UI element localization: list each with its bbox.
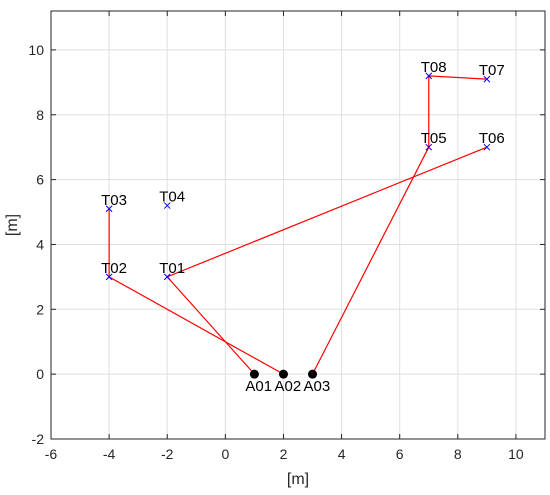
target-label: T08 (421, 59, 447, 76)
agent-marker (249, 369, 259, 379)
plot-frame (50, 10, 546, 440)
x-tick-label: 2 (280, 446, 288, 462)
y-tick-label: 0 (36, 366, 44, 382)
agent-marker (278, 369, 288, 379)
target-label: T05 (421, 130, 447, 147)
agent-markers (249, 369, 318, 379)
x-tick-label: 6 (396, 446, 404, 462)
x-tick-label: 0 (221, 446, 229, 462)
target-markers (105, 72, 491, 281)
x-tick-label: 10 (508, 446, 524, 462)
y-axis-label: [m] (4, 214, 21, 236)
y-tick-label: 10 (28, 42, 44, 58)
y-tick-label: 2 (36, 301, 44, 317)
agent-marker (308, 369, 318, 379)
target-marker (105, 273, 113, 281)
agent-label: A01 (245, 378, 272, 395)
target-label: T02 (101, 260, 127, 277)
target-marker (483, 75, 491, 83)
target-label: T04 (159, 189, 185, 206)
point-labels: T01 T02 T03 T04 T05 T06 T07 T08 A01 A02 A03 (101, 59, 505, 395)
grid-lines (50, 11, 545, 440)
tick-labels: -6 -4 -2 0 2 4 6 8 10 -2 0 2 4 6 8 10 (28, 11, 545, 462)
target-label: T01 (159, 260, 185, 277)
x-tick-label: -6 (45, 446, 58, 462)
y-tick-label: 8 (36, 107, 44, 123)
y-tick-label: 6 (36, 172, 44, 188)
target-marker (425, 143, 433, 151)
target-marker (483, 143, 491, 151)
agent-path-line (311, 75, 487, 375)
y-tick-label: -2 (32, 431, 45, 447)
target-label: T03 (101, 192, 127, 209)
x-axis-label: [m] (287, 471, 309, 488)
target-marker (425, 72, 433, 80)
target-label: T06 (479, 130, 505, 147)
x-tick-label: 4 (338, 446, 346, 462)
agent-label: A03 (304, 378, 331, 395)
target-label: T07 (479, 62, 505, 79)
target-marker (163, 202, 171, 209)
target-marker (163, 273, 171, 281)
x-tick-label: -2 (161, 446, 174, 462)
y-tick-label: 4 (36, 236, 44, 252)
x-tick-label: -4 (103, 446, 116, 462)
x-tick-label: 8 (454, 446, 462, 462)
plot-background (51, 11, 545, 439)
agent-label: A02 (274, 378, 301, 395)
target-marker (105, 205, 113, 213)
